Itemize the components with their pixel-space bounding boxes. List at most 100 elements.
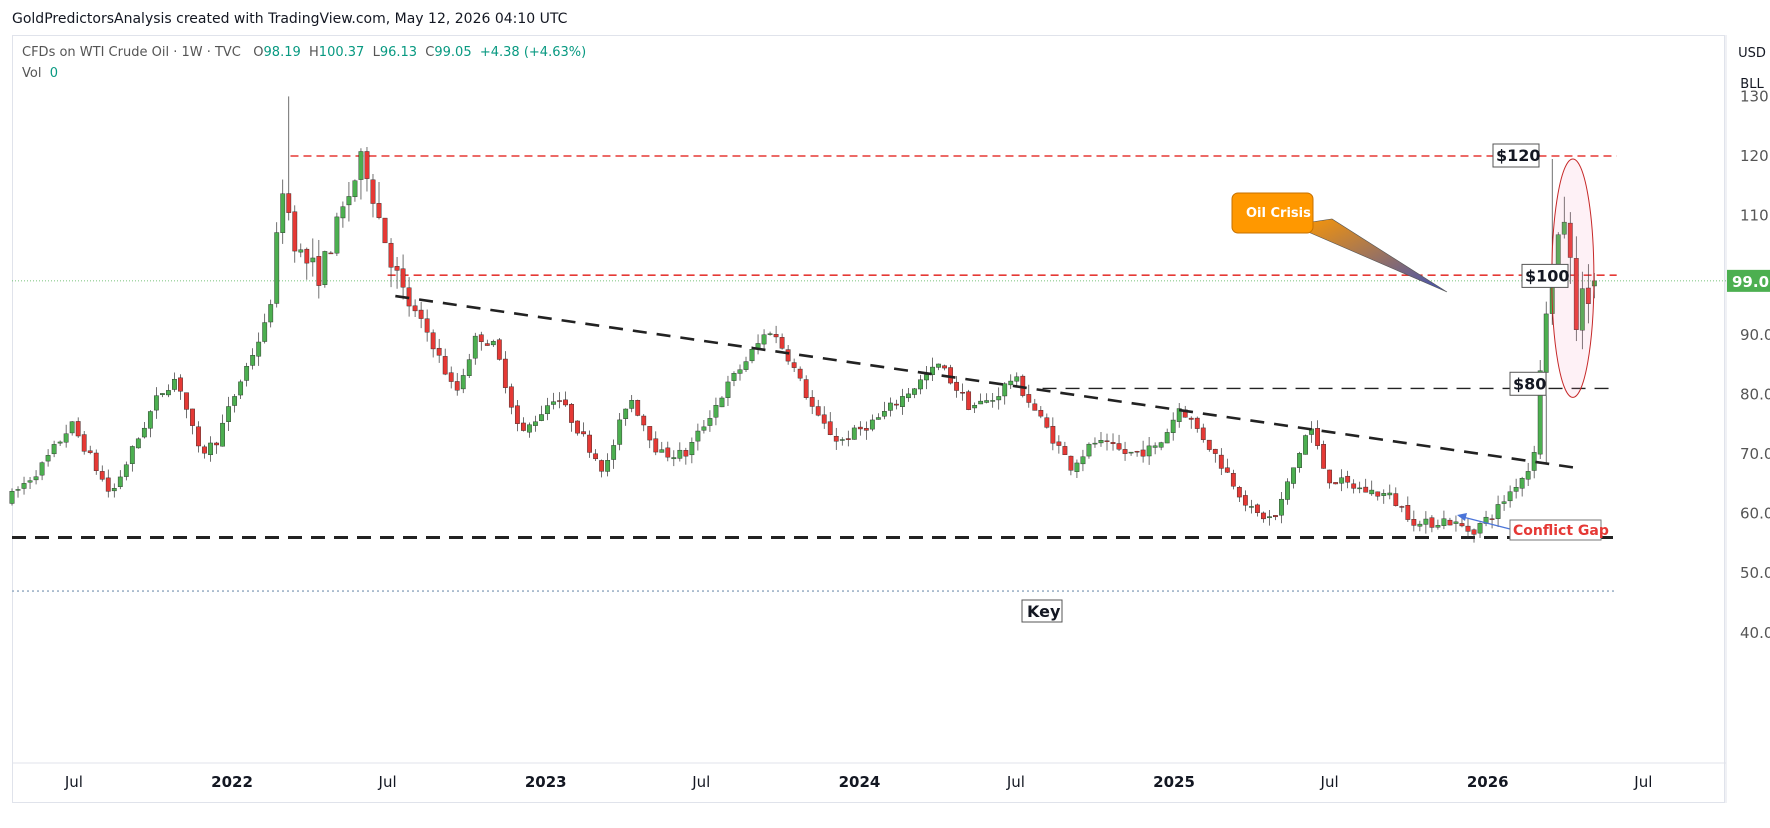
candle-body [1008, 380, 1014, 386]
price-tick-label: 70.0 [1740, 445, 1770, 463]
candle-body [478, 334, 484, 342]
candle-body [1447, 519, 1453, 526]
candle-body [1483, 516, 1489, 524]
price-axis[interactable]: 130. 120. 110. 90.0 80.0 70.0 60.0 50.0 40.0 99.0 [1725, 35, 1770, 803]
candle-body [484, 343, 490, 346]
candle-body [15, 489, 21, 491]
candle-body [1579, 288, 1585, 331]
candle-body [761, 334, 767, 345]
time-axis[interactable]: Jul2022Jul2023Jul2024Jul2025Jul2026Jul20… [12, 762, 1770, 791]
candle-body [839, 439, 845, 441]
candle-body [460, 375, 466, 390]
candle-body [1333, 482, 1339, 485]
candle-body [1038, 410, 1044, 417]
candle-body [1471, 529, 1477, 535]
candle-body [635, 400, 641, 416]
candle-body [972, 404, 978, 409]
candle-body [791, 362, 797, 368]
candle-body [436, 347, 442, 356]
candle-body [641, 415, 647, 426]
currency-button[interactable]: USD [1738, 46, 1766, 61]
candle-body [141, 427, 147, 438]
candle-body [1297, 453, 1302, 468]
candle-body [797, 368, 803, 379]
low-value: 96.13 [379, 45, 418, 60]
current-price-label: 99.0 [1732, 273, 1769, 291]
candle-body [190, 408, 195, 426]
candle-body [69, 421, 75, 434]
time-tick-label: 2026 [1467, 773, 1509, 791]
candle-body [334, 216, 340, 254]
candle-body [1104, 440, 1110, 442]
candle-body [340, 206, 346, 219]
ohlc-legend: CFDs on WTI Crude Oil · 1W · TVC O98.19 … [22, 45, 586, 60]
level-100-label-box [1521, 263, 1569, 288]
candle-body [292, 211, 298, 252]
candle-body [1315, 428, 1320, 446]
candle-body [304, 248, 310, 264]
candle-body [166, 390, 171, 396]
time-tick-label: Jul [64, 773, 83, 791]
candle-body [1465, 525, 1471, 532]
candle-body [1128, 451, 1134, 454]
time-tick-label: 2024 [839, 773, 881, 791]
candle-body [894, 403, 899, 406]
conflict-gap-box [1509, 519, 1602, 541]
candle-body [785, 349, 791, 362]
candle-body [869, 419, 875, 430]
candle-body [196, 426, 201, 447]
candle-body [87, 450, 93, 453]
candle-body [244, 366, 250, 381]
volume-legend: Vol 0 [22, 66, 58, 81]
candle-body [936, 363, 941, 368]
change-value: +4.38 (+4.63%) [479, 45, 587, 60]
candle-body [665, 447, 671, 458]
candle-body [514, 405, 520, 424]
candle-body [521, 422, 526, 431]
candle-body [262, 322, 268, 342]
candle-body [924, 374, 929, 381]
candle-body [557, 400, 562, 402]
unit-button[interactable]: BLL [1740, 77, 1764, 92]
candle-body [948, 367, 953, 384]
open-label: O [253, 45, 264, 60]
candle-body [496, 339, 502, 360]
candle-body [984, 400, 990, 403]
candle-body [881, 411, 887, 417]
candle-body [1513, 487, 1519, 492]
candle-body [75, 421, 81, 437]
candle-body [1429, 517, 1435, 528]
candle-body [569, 403, 574, 423]
candle-body [63, 433, 69, 443]
candle-body [153, 395, 159, 411]
candle-body [845, 438, 851, 440]
candle-body [1567, 222, 1573, 258]
candle-body [803, 379, 809, 398]
candle-body [942, 365, 947, 369]
close-label: C [425, 45, 435, 60]
candle-body [1194, 417, 1200, 429]
time-tick-label: 2025 [1153, 773, 1195, 791]
candle-body [226, 406, 231, 422]
candle-body [1158, 442, 1164, 448]
candle-body [1495, 504, 1501, 519]
candle-body [1423, 518, 1429, 525]
candle-body [1441, 518, 1447, 526]
candle-body [827, 421, 833, 435]
candle-body [1525, 471, 1531, 480]
candle-body [743, 361, 749, 370]
candle-body [833, 436, 839, 442]
candle-body [623, 408, 629, 419]
candle-body [1152, 445, 1158, 448]
current-price-tag [1727, 269, 1770, 292]
candle-body [563, 399, 568, 406]
candle-body [208, 442, 213, 456]
low-label: L [372, 45, 380, 60]
price-tick-label: 120. [1740, 147, 1770, 165]
candle-body [1146, 445, 1152, 457]
candle-body [1164, 432, 1170, 444]
candle-body [93, 452, 99, 471]
candle-body [1537, 370, 1543, 455]
candle-body [671, 457, 677, 460]
